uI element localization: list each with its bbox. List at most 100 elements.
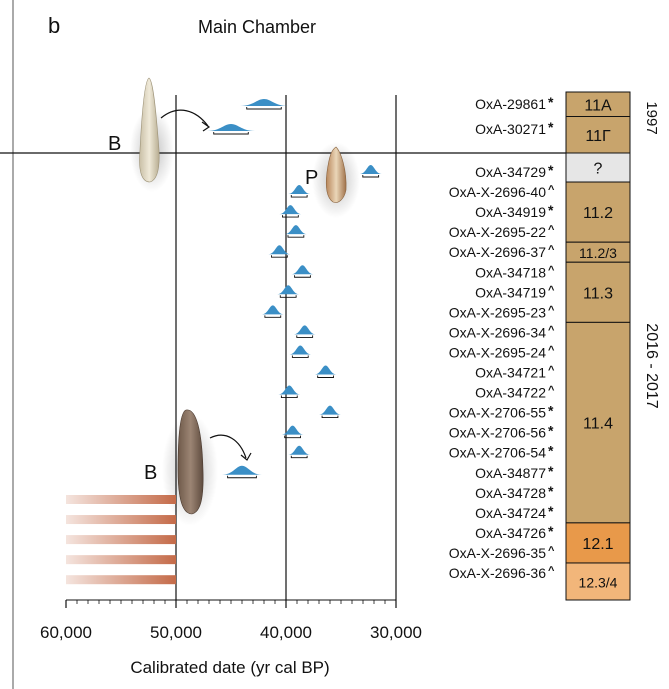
probability-curve <box>261 305 284 315</box>
sample-mark: ^ <box>548 184 555 196</box>
probability-curve <box>289 345 312 355</box>
bone-point-image <box>139 77 160 183</box>
artefact-label-p: P <box>305 167 318 189</box>
date-distribution <box>288 445 311 459</box>
date-distribution <box>279 205 302 218</box>
sample-label: OxA-34719 <box>475 284 546 300</box>
arrow-curve-1997 <box>160 109 209 127</box>
x-axis: 60,000 50,000 40,000 30,000 <box>40 599 422 642</box>
artefact-point-2016 <box>162 409 218 526</box>
sample-mark: ^ <box>548 385 555 397</box>
date-distribution <box>268 245 291 258</box>
probability-curve <box>288 445 311 455</box>
sample-label: OxA-X-2696-40 <box>449 184 546 200</box>
probability-curve <box>207 124 255 131</box>
layer-block <box>565 562 631 601</box>
excavation-year-1997: 1997 <box>643 101 660 134</box>
range-bracket <box>280 395 298 398</box>
x-tick-label: 30,000 <box>370 623 422 642</box>
date-distribution <box>240 99 288 110</box>
artefact-label-b-1997: B <box>108 133 121 155</box>
layer-column: 11A 11Г? 11.2 11.2/3 11.3 11.4 12.1 12.3/4 <box>565 91 631 601</box>
layer-block <box>565 152 631 183</box>
beyond-limit-bars <box>66 495 176 585</box>
sample-label: OxA-X-2695-23 <box>449 304 546 320</box>
sample-mark: ^ <box>548 324 555 336</box>
range-bracket <box>317 375 334 378</box>
beyond-limit-bar <box>66 515 176 525</box>
sample-label: OxA-34726 <box>475 525 546 541</box>
sample-mark: ^ <box>548 344 555 356</box>
sample-label: OxA-34728 <box>475 485 546 501</box>
probability-curve <box>240 99 288 106</box>
probability-curve <box>284 225 307 235</box>
layer-block <box>565 522 631 564</box>
range-bracket <box>227 475 257 479</box>
sample-mark: ^ <box>548 284 555 296</box>
arrowhead-1997 <box>201 121 211 132</box>
date-distribution <box>277 285 300 298</box>
sample-mark: * <box>548 483 554 499</box>
date-distribution <box>281 425 304 439</box>
range-bracket <box>246 107 282 110</box>
range-bracket <box>290 195 308 198</box>
sample-mark: * <box>548 162 554 178</box>
artefact-point-1997 <box>130 77 174 192</box>
range-bracket <box>296 335 314 338</box>
artefact-pendant <box>312 142 360 218</box>
range-bracket <box>362 175 380 178</box>
probability-curve <box>288 185 311 195</box>
x-axis-major-ticks: 60,000 50,000 40,000 30,000 <box>40 600 422 642</box>
layer-label: 11.3 <box>583 285 613 302</box>
range-bracket <box>213 132 249 135</box>
layer-block <box>565 91 631 117</box>
sample-label: OxA-34919 <box>475 204 546 220</box>
date-distribution <box>319 405 341 419</box>
date-distribution <box>284 225 307 238</box>
sample-mark: * <box>548 202 554 218</box>
date-distribution <box>207 124 255 135</box>
probability-curve <box>319 405 341 415</box>
sample-mark: * <box>548 94 554 110</box>
probability-curve <box>278 385 301 395</box>
range-bracket <box>291 355 309 358</box>
sample-mark: ^ <box>548 304 555 316</box>
date-distribution <box>222 465 262 479</box>
sample-label: OxA-34729 <box>475 164 546 180</box>
sample-label: OxA-34877 <box>475 465 546 481</box>
sample-label: OxA-X-2696-34 <box>449 324 546 340</box>
layer-label: 11.2 <box>583 205 613 222</box>
date-distribution <box>261 305 284 318</box>
sample-label: OxA-34722 <box>475 385 546 401</box>
date-distribution <box>359 165 382 178</box>
sample-mark: ^ <box>548 365 555 377</box>
range-bracket <box>264 315 282 318</box>
date-distribution <box>291 265 314 278</box>
sample-mark: ^ <box>548 545 555 557</box>
layer-label: 11.4 <box>583 416 613 433</box>
sample-mark: * <box>548 119 554 135</box>
probability-curve <box>277 285 300 295</box>
layer-label: 11A <box>584 97 612 114</box>
layer-block <box>565 181 631 243</box>
sample-label: OxA-30271 <box>475 121 546 137</box>
sample-mark: ^ <box>548 244 555 256</box>
probability-curve <box>293 325 316 335</box>
sample-mark: ^ <box>548 264 555 276</box>
beyond-limit-bar <box>66 495 176 504</box>
sample-mark: * <box>548 503 554 519</box>
x-tick-label: 40,000 <box>260 623 312 642</box>
range-bracket <box>294 275 311 278</box>
layer-label: 12.1 <box>582 536 613 553</box>
date-distribution <box>278 385 301 398</box>
range-bracket <box>279 295 297 298</box>
pendant-image <box>325 146 347 203</box>
stone-point-image <box>177 409 204 515</box>
panel-letter: b <box>48 13 60 38</box>
sample-label: OxA-34718 <box>475 264 546 280</box>
x-tick-label: 60,000 <box>40 623 92 642</box>
layer-label: 12.3/4 <box>579 574 618 590</box>
sample-label: OxA-X-2706-56 <box>449 425 546 441</box>
probability-curve <box>314 365 337 375</box>
